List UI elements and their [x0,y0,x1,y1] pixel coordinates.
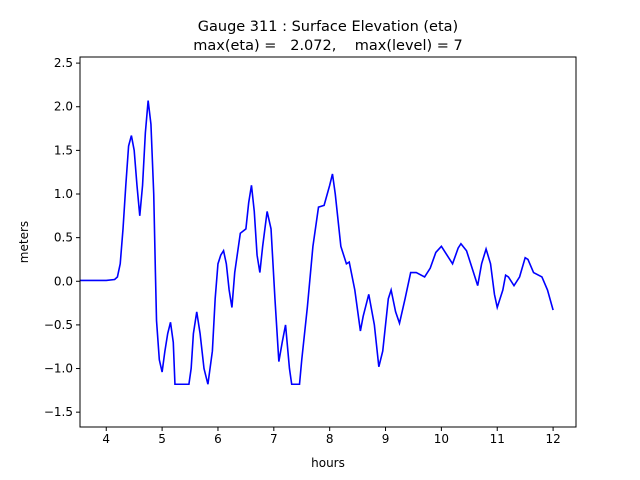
y-tick-label: 1.5 [54,143,73,157]
y-tick-label: −0.5 [44,318,73,332]
y-tick-label: 2.5 [54,56,73,70]
x-tick-label: 11 [490,432,505,446]
x-axis-label: hours [311,456,345,470]
y-axis-label: meters [17,221,31,263]
y-tick-label: 2.0 [54,100,73,114]
y-tick-label: −1.0 [44,362,73,376]
x-tick-label: 8 [326,432,334,446]
y-tick-label: 0.5 [54,231,73,245]
x-tick-label: 4 [102,432,110,446]
plot-frame [79,56,577,428]
y-tick-label: 0.0 [54,274,73,288]
x-tick-label: 10 [434,432,449,446]
y-tick-label: −1.5 [44,405,73,419]
x-tick-label: 6 [214,432,222,446]
x-tick-label: 9 [382,432,390,446]
x-tick-label: 5 [158,432,166,446]
chart-title: Gauge 311 : Surface Elevation (eta) [198,19,458,35]
y-tick-label: 1.0 [54,187,73,201]
data-line [80,100,554,386]
x-tick-label: 12 [545,432,560,446]
x-tick-label: 7 [270,432,278,446]
chart-subtitle: max(eta) = 2.072, max(level) = 7 [193,38,463,54]
